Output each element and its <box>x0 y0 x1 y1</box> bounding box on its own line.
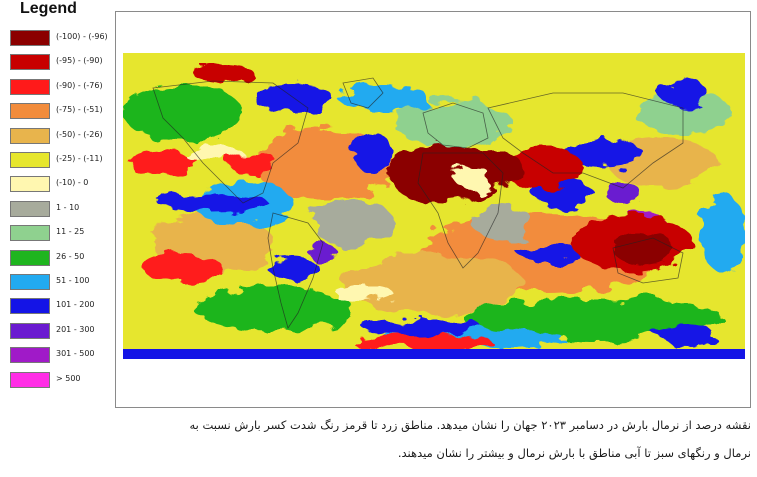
legend-item: (-10) - 0 <box>8 176 112 194</box>
legend-swatch <box>10 249 50 266</box>
legend-item: 26 - 50 <box>8 249 112 268</box>
legend-label: 101 - 200 <box>56 300 95 310</box>
legend-title: Legend <box>20 0 77 17</box>
legend-item: > 500 <box>8 371 112 390</box>
legend-label: 51 - 100 <box>56 276 90 285</box>
legend-item: (-75) - (-51) <box>8 103 112 121</box>
legend-swatch <box>10 54 50 71</box>
legend-label: 201 - 300 <box>56 324 95 334</box>
legend-swatch <box>10 127 50 144</box>
legend-item: (-100) - (-96) <box>8 30 112 48</box>
legend-swatch <box>10 274 50 290</box>
legend-item: 201 - 300 <box>8 322 112 341</box>
legend-label: (-25) - (-11) <box>56 154 103 163</box>
legend-label: (-90) - (-76) <box>56 80 103 90</box>
precipitation-anomaly-map <box>123 53 745 359</box>
legend-label: (-75) - (-51) <box>56 105 103 115</box>
south-strip <box>123 349 745 359</box>
caption-line-1: نقشه درصد از نرمال بارش در دسامبر ۲۰۲۳ ج… <box>189 418 751 432</box>
legend-swatch <box>10 176 50 193</box>
legend-item: (-25) - (-11) <box>8 152 112 170</box>
legend-swatch <box>10 225 50 242</box>
legend-item: (-90) - (-76) <box>8 78 112 97</box>
legend-label: 26 - 50 <box>56 251 85 261</box>
legend-label: 1 - 10 <box>56 202 80 212</box>
legend-item: 301 - 500 <box>8 347 112 365</box>
legend-item: (-95) - (-90) <box>8 54 112 72</box>
legend-swatch <box>10 103 50 120</box>
legend-item: 101 - 200 <box>8 298 112 316</box>
legend-swatch <box>10 347 50 364</box>
north-strip <box>123 53 745 62</box>
legend-label: (-50) - (-26) <box>56 129 103 139</box>
legend-label: 301 - 500 <box>56 349 95 359</box>
legend-swatch <box>10 298 50 315</box>
legend-label: > 500 <box>56 373 81 383</box>
legend-label: (-95) - (-90) <box>56 56 103 66</box>
legend-swatch <box>10 30 50 46</box>
legend-item: 1 - 10 <box>8 200 112 219</box>
legend-item: 51 - 100 <box>8 274 112 292</box>
legend-swatch <box>10 78 50 95</box>
legend-swatch <box>10 152 50 168</box>
legend-label: (-10) - 0 <box>56 178 89 188</box>
legend-swatch <box>10 371 50 388</box>
legend-swatch <box>10 322 50 339</box>
anomaly-fields <box>123 63 745 351</box>
legend-item: 11 - 25 <box>8 225 112 243</box>
coastlines <box>152 77 684 329</box>
legend-swatch <box>10 200 50 217</box>
legend-label: 11 - 25 <box>56 227 85 237</box>
caption-line-2: نرمال و رنگهای سبز تا آبی مناطق با بارش … <box>397 446 751 460</box>
legend-item: (-50) - (-26) <box>8 127 112 146</box>
legend-label: (-100) - (-96) <box>56 32 108 41</box>
